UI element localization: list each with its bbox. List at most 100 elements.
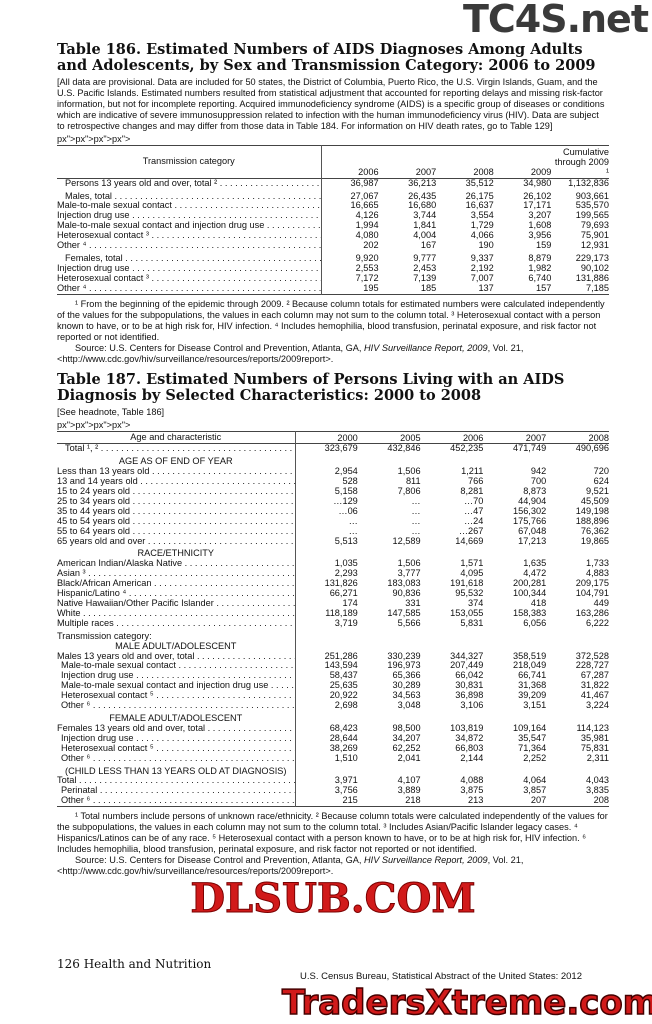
table-row: Females, total 9,920 9,777 9,337 8,879 229,17… <box>57 250 609 264</box>
cell-value: 1,571 <box>460 559 484 569</box>
cell-value: 251,286 <box>324 651 358 661</box>
row-label: Other ⁶ <box>61 796 91 806</box>
cell-value: 12,589 <box>392 536 421 546</box>
cell-value: 323,679 <box>324 443 358 454</box>
table-row: Male-to-male sexual contact 143,594 196,97… <box>57 661 609 672</box>
cell-value: 75,901 <box>580 231 609 241</box>
cell-value: …129 <box>333 496 358 506</box>
row-label: 65 years old and over <box>57 536 146 546</box>
table-row: Injection drug use 28,644 34,207 34,872 35,5… <box>57 733 609 744</box>
cell-value: 766 <box>468 477 484 487</box>
cell-value: 28,644 <box>329 733 358 743</box>
cell-value: 6,740 <box>528 273 552 283</box>
table-187-title: Table 187. Estimated Numbers of Persons … <box>57 370 565 404</box>
cell-value: 143,594 <box>324 661 358 671</box>
column-header: 2006 <box>462 432 484 443</box>
section-heading: (CHILD LESS THAN 13 YEARS OLD AT DIAGNOS… <box>57 763 296 777</box>
table-row: Other ⁴ 195 185 137 157 7,185 <box>57 283 609 295</box>
row-label: Less than 13 years old <box>57 467 150 477</box>
row-label: Heterosexual contact ³ <box>57 273 149 283</box>
cell-value: 34,872 <box>455 733 484 743</box>
cell-value: 3,151 <box>523 701 547 711</box>
stub-header: Age and characteristic <box>57 431 296 444</box>
cell-value: 229,173 <box>575 252 609 263</box>
cell-value: 8,281 <box>460 487 484 497</box>
footnotes: ¹ From the beginning of the epidemic thr… <box>57 298 605 342</box>
row-label: Male-to-male sexual contact <box>61 661 176 671</box>
row-label: 45 to 54 years old <box>57 516 131 526</box>
section-heading: AGE AS OF END OF YEAR <box>57 454 296 468</box>
column-header: 2009 <box>530 166 552 177</box>
cell-value: 1,729 <box>470 221 494 231</box>
table-186: px">px">px">px">Transmission category 200… <box>57 134 609 295</box>
row-label: Other ⁶ <box>61 701 91 711</box>
cell-value: …47 <box>463 506 484 516</box>
cell-value: 131,826 <box>324 579 358 589</box>
cell-value: 196,973 <box>387 661 421 671</box>
cell-value: 100,344 <box>512 589 547 599</box>
cell-value: 195 <box>363 283 379 293</box>
cell-value: 1,211 <box>461 467 484 477</box>
table-row: 15 to 24 years old 5,158 7,806 8,281 8,873 9,… <box>57 487 609 497</box>
cell-value: 418 <box>530 599 547 608</box>
cell-value: 9,777 <box>413 252 437 263</box>
cell-value: 34,980 <box>523 178 552 188</box>
row-label: Male-to-male sexual contact and injectio… <box>61 681 269 691</box>
cell-value: 58,437 <box>329 671 358 681</box>
row-label: Injection drug use <box>57 211 130 221</box>
row-label: Other ⁴ <box>57 283 87 293</box>
cell-value: 19,865 <box>580 536 609 546</box>
row-label: Asian ³ <box>57 569 86 579</box>
cell-value: 344,327 <box>450 651 484 661</box>
cell-value: 17,213 <box>518 536 547 546</box>
section-heading: FEMALE ADULT/ADOLESCENT <box>57 710 296 724</box>
cell-value: 157 <box>536 283 552 293</box>
cell-value: … <box>348 516 358 526</box>
row-label: Females 13 years old and over, total <box>57 723 206 733</box>
row-label: Heterosexual contact ⁵ <box>61 743 154 753</box>
cell-value: 31,822 <box>580 681 609 691</box>
cell-value: 7,172 <box>355 273 379 283</box>
cell-value: 65,366 <box>392 671 421 681</box>
cell-value: 3,889 <box>397 786 421 796</box>
cell-value: 26,175 <box>465 190 494 201</box>
cell-value: 16,637 <box>465 201 494 211</box>
cell-value: 175,766 <box>512 516 547 526</box>
cell-value: 624 <box>593 477 609 487</box>
cell-value: 374 <box>468 599 484 608</box>
table-row: Heterosexual contact ³ 4,080 4,004 4,066 3,9… <box>57 231 609 242</box>
cell-value: 207 <box>530 796 547 806</box>
cell-value: 98,500 <box>392 723 421 733</box>
cell-value: 9,521 <box>586 487 609 497</box>
cell-value: 118,189 <box>325 608 358 618</box>
cell-value: 31,368 <box>518 681 547 691</box>
row-label: Male-to-male sexual contact and injectio… <box>57 221 265 231</box>
cell-value: 36,987 <box>350 178 379 188</box>
column-header: 2007 <box>525 432 547 443</box>
cell-value: 3,777 <box>397 569 421 579</box>
row-label: Total <box>57 776 77 786</box>
cell-value: 1,635 <box>523 559 547 569</box>
cell-value: 5,831 <box>460 618 484 628</box>
page-footer-right: U.S. Census Bureau, Statistical Abstract… <box>300 971 582 982</box>
cell-value: 2,293 <box>334 569 358 579</box>
table-row: 13 and 14 years old 528 811 766 700 624 <box>57 477 609 488</box>
cell-value: 4,126 <box>355 211 379 221</box>
cell-value: 4,883 <box>586 569 609 579</box>
cell-value: 209,175 <box>575 579 609 589</box>
cell-value: … <box>411 506 421 516</box>
row-label: 13 and 14 years old <box>57 477 138 487</box>
table-row: 45 to 54 years old … … …24 175,766 188,896 <box>57 516 609 527</box>
cell-value: 39,209 <box>518 691 547 701</box>
cell-value: 7,806 <box>397 487 421 497</box>
row-label: 25 to 34 years old <box>57 496 131 506</box>
table-row: Other ⁶ 1,510 2,041 2,144 2,252 2,311 <box>57 753 609 764</box>
table-row: Total 3,971 4,107 4,088 4,064 4,043 <box>57 776 609 787</box>
cell-value: … <box>411 516 421 526</box>
cell-value: 2,192 <box>470 263 494 273</box>
cell-value: 5,513 <box>334 536 358 546</box>
table-row: Injection drug use 58,437 65,366 66,042 66,7… <box>57 671 609 682</box>
cell-value: 3,048 <box>397 701 421 711</box>
table-row: Total ¹, ² 323,679 432,846 452,235 471,749 49… <box>57 443 609 455</box>
table-row: Other ⁴ 202 167 190 159 12,931 <box>57 241 609 251</box>
